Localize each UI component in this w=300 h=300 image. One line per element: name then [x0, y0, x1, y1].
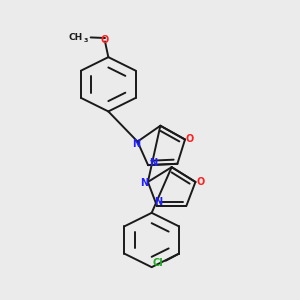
Text: O: O: [100, 35, 109, 45]
Text: CH: CH: [68, 33, 82, 42]
Text: N: N: [149, 158, 157, 168]
Text: N: N: [132, 139, 140, 149]
Text: 3: 3: [84, 38, 88, 43]
Text: O: O: [186, 134, 194, 145]
Text: Cl: Cl: [152, 258, 163, 268]
Text: N: N: [154, 197, 163, 208]
Text: N: N: [140, 178, 148, 188]
Text: O: O: [196, 177, 205, 187]
